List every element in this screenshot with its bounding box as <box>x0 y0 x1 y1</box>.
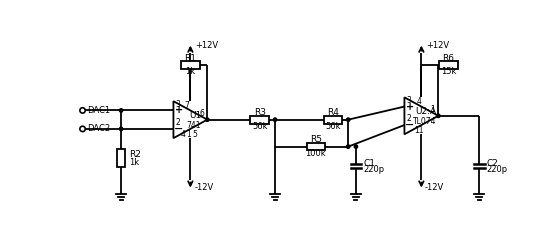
Text: +: + <box>175 105 183 115</box>
Text: +12V: +12V <box>426 41 449 50</box>
Text: 3: 3 <box>407 96 412 105</box>
Text: +: + <box>405 102 414 112</box>
Text: R3: R3 <box>253 108 266 117</box>
Text: 1k: 1k <box>185 67 196 76</box>
Text: R5: R5 <box>310 135 322 144</box>
Circle shape <box>437 114 440 118</box>
Bar <box>439 61 457 69</box>
Text: C2: C2 <box>487 159 499 168</box>
Text: 2: 2 <box>175 118 180 127</box>
Bar <box>251 116 269 124</box>
Circle shape <box>119 109 123 112</box>
Text: 1: 1 <box>431 105 435 114</box>
Text: TL074: TL074 <box>413 117 437 126</box>
Text: 4: 4 <box>417 97 422 106</box>
Text: 741: 741 <box>186 121 201 130</box>
Circle shape <box>346 118 350 121</box>
Text: 220p: 220p <box>487 165 508 174</box>
Text: R6: R6 <box>442 54 455 63</box>
Text: 2: 2 <box>407 114 412 123</box>
Text: 11: 11 <box>414 126 424 135</box>
Bar <box>117 149 125 168</box>
Circle shape <box>354 145 358 148</box>
Text: 56k: 56k <box>252 122 267 131</box>
Text: 1: 1 <box>187 130 191 139</box>
Text: -12V: -12V <box>424 183 444 192</box>
Text: 15k: 15k <box>441 67 456 76</box>
Text: 56k: 56k <box>325 122 340 131</box>
Text: R2: R2 <box>129 150 140 159</box>
Text: U1: U1 <box>189 111 201 120</box>
Polygon shape <box>404 97 438 134</box>
Text: 100k: 100k <box>306 149 326 158</box>
Circle shape <box>119 127 123 131</box>
Bar <box>181 61 199 69</box>
Text: DAC1: DAC1 <box>87 106 110 115</box>
Bar <box>307 143 325 150</box>
Text: 4: 4 <box>180 130 185 139</box>
Text: 5: 5 <box>193 130 197 139</box>
Text: 1k: 1k <box>129 158 139 167</box>
Text: +12V: +12V <box>195 41 218 50</box>
Polygon shape <box>173 101 207 138</box>
Circle shape <box>206 118 209 121</box>
Text: 6: 6 <box>199 109 204 118</box>
Text: 7: 7 <box>184 101 189 109</box>
Text: R1: R1 <box>184 54 197 63</box>
Text: −: − <box>405 120 414 130</box>
Text: 3: 3 <box>175 100 180 109</box>
Text: U2:A: U2:A <box>416 107 437 116</box>
Circle shape <box>273 118 277 121</box>
Bar <box>324 116 342 124</box>
Text: DAC2: DAC2 <box>87 124 110 133</box>
Text: −: − <box>174 124 183 134</box>
Text: -12V: -12V <box>194 183 213 192</box>
Text: R4: R4 <box>327 108 339 117</box>
Text: 220p: 220p <box>364 165 385 174</box>
Text: C1: C1 <box>364 159 375 168</box>
Circle shape <box>346 145 350 148</box>
